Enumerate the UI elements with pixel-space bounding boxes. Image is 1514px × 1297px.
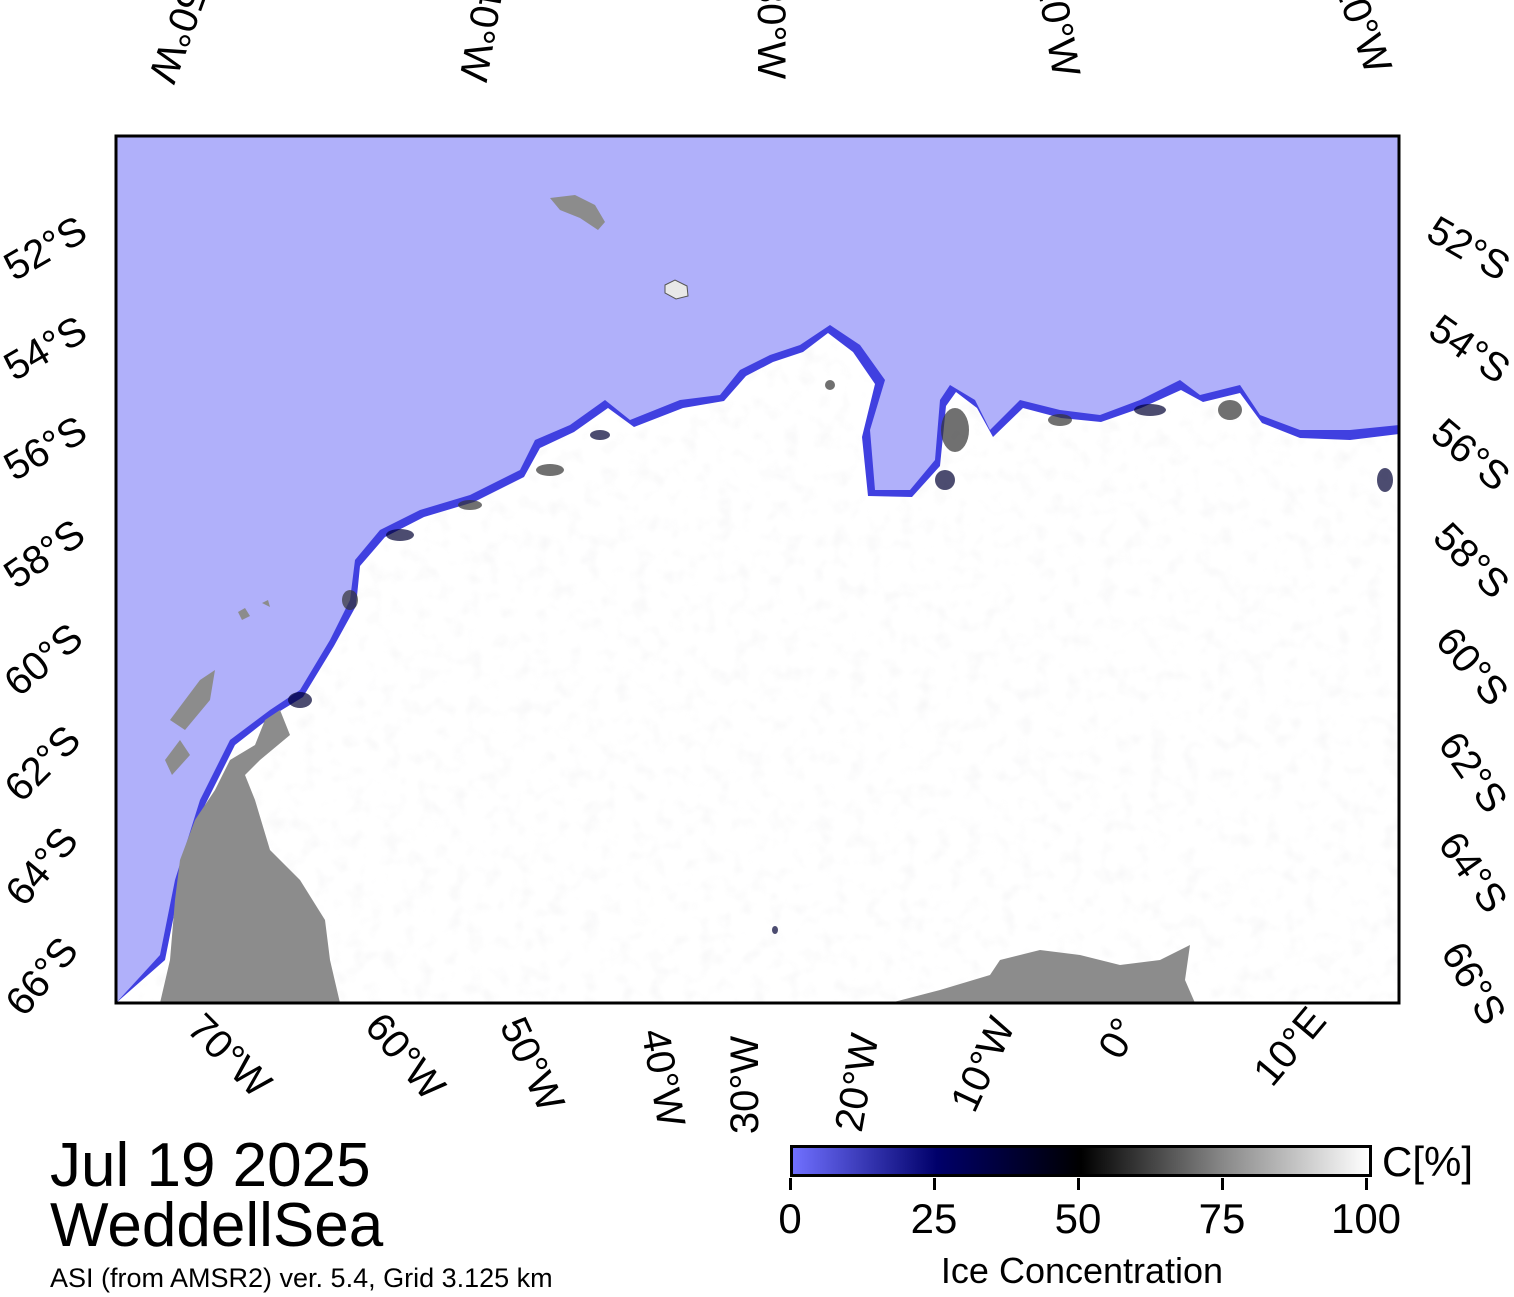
map-frame (114, 134, 1401, 1005)
coordinate-label: 56°S (1423, 410, 1514, 500)
region-name: WeddellSea (50, 1191, 384, 1260)
coordinate-label: 66°S (1432, 935, 1514, 1032)
south-sandwich-island (664, 279, 689, 300)
map-date: Jul 19 2025 (50, 1131, 371, 1200)
miz-patch (1048, 414, 1072, 426)
peninsula-islands (165, 670, 215, 775)
coordinate-label: 54°S (1421, 306, 1514, 392)
miz-patch (1377, 468, 1393, 492)
coordinate-label: 62°S (0, 717, 89, 810)
coordinate-label: 52°S (1420, 208, 1514, 290)
coordinate-label: 30°W (749, 0, 793, 79)
miz-patch (386, 529, 414, 541)
product-info: ASI (from AMSR2) ver. 5.4, Grid 3.125 km (50, 1263, 553, 1293)
colorbar-tick-label: 25 (910, 1195, 958, 1242)
miz-patch (1218, 400, 1242, 420)
colorbar-tick (1221, 1178, 1224, 1190)
left-latitude-labels: 52°S 54°S 56°S 58°S 60°S 62°S 64°S 66°S (0, 208, 94, 1024)
antarctic-peninsula (116, 710, 340, 1003)
miz-patch (772, 926, 778, 934)
coordinate-label: 60°S (1427, 619, 1514, 714)
colorbar-tick (1077, 1178, 1080, 1190)
coordinate-label: 20°W (1028, 0, 1088, 80)
miz-patch (825, 380, 835, 390)
coordinate-label: 10°E (1245, 999, 1335, 1094)
coordinate-label: 50°W (491, 1011, 573, 1119)
coordinate-label: 10°W (943, 1010, 1025, 1118)
coordinate-label: 20°W (827, 1030, 887, 1135)
miz-patch (288, 692, 312, 708)
coordinate-label: 64°S (1430, 824, 1514, 921)
coordinate-label: 50°W (140, 0, 215, 88)
coordinate-label: 54°S (0, 308, 94, 390)
coordinate-label: 60°W (357, 1005, 454, 1109)
miz-patch (342, 590, 358, 610)
right-latitude-labels: 52°S 54°S 56°S 58°S 60°S 62°S64°S 66°S (1420, 208, 1514, 1032)
colorbar-tick-label: 50 (1054, 1195, 1102, 1242)
colorbar-tick-label: 0 (778, 1195, 802, 1242)
colorbar-tick-label: 75 (1198, 1195, 1246, 1242)
coordinate-label: 58°S (1425, 514, 1514, 607)
south-orkney-islands (238, 600, 270, 620)
top-longitude-labels: 50°W 40°W 30°W 20°W 10°W (140, 0, 1400, 88)
colorbar (790, 1145, 1372, 1177)
colorbar-tick (933, 1178, 936, 1190)
coordinate-label: 10°W (1325, 0, 1400, 79)
antarctic-continent-coast (890, 945, 1195, 1003)
colorbar-tick (789, 1178, 792, 1190)
coordinate-label: 40°W (633, 1026, 693, 1131)
colorbar-tick-label: 100 (1330, 1195, 1402, 1242)
south-georgia-island (550, 195, 605, 230)
colorbar-tick (1365, 1178, 1368, 1190)
coordinate-label: 30°W (723, 1036, 767, 1134)
coordinate-label: 62°S (1430, 724, 1514, 821)
coordinate-label: 56°S (0, 408, 94, 490)
miz-patch (935, 470, 955, 490)
coordinate-label: 60°S (0, 615, 91, 705)
coordinate-label: 70°W (179, 1006, 280, 1107)
miz-patch (458, 500, 482, 510)
coordinate-label: 64°S (0, 819, 87, 914)
miz-patch (590, 430, 610, 440)
miz-patch (941, 408, 969, 452)
bottom-longitude-labels: 70°W 60°W 50°W 40°W 30°W 20°W 10°W 0° 10°E (179, 999, 1335, 1135)
colorbar-title: Ice Concentration (940, 1250, 1224, 1291)
miz-patch (1134, 404, 1166, 416)
coordinate-label: 40°W (451, 0, 511, 85)
colorbar-unit: C[%] (1382, 1138, 1474, 1185)
miz-patch (536, 464, 564, 476)
coordinate-label: 52°S (0, 208, 94, 290)
coordinate-label: 0° (1090, 1011, 1147, 1066)
coordinate-label: 66°S (0, 929, 87, 1024)
marginal-ice-zone (288, 380, 1393, 969)
coordinate-label: 58°S (0, 511, 93, 597)
